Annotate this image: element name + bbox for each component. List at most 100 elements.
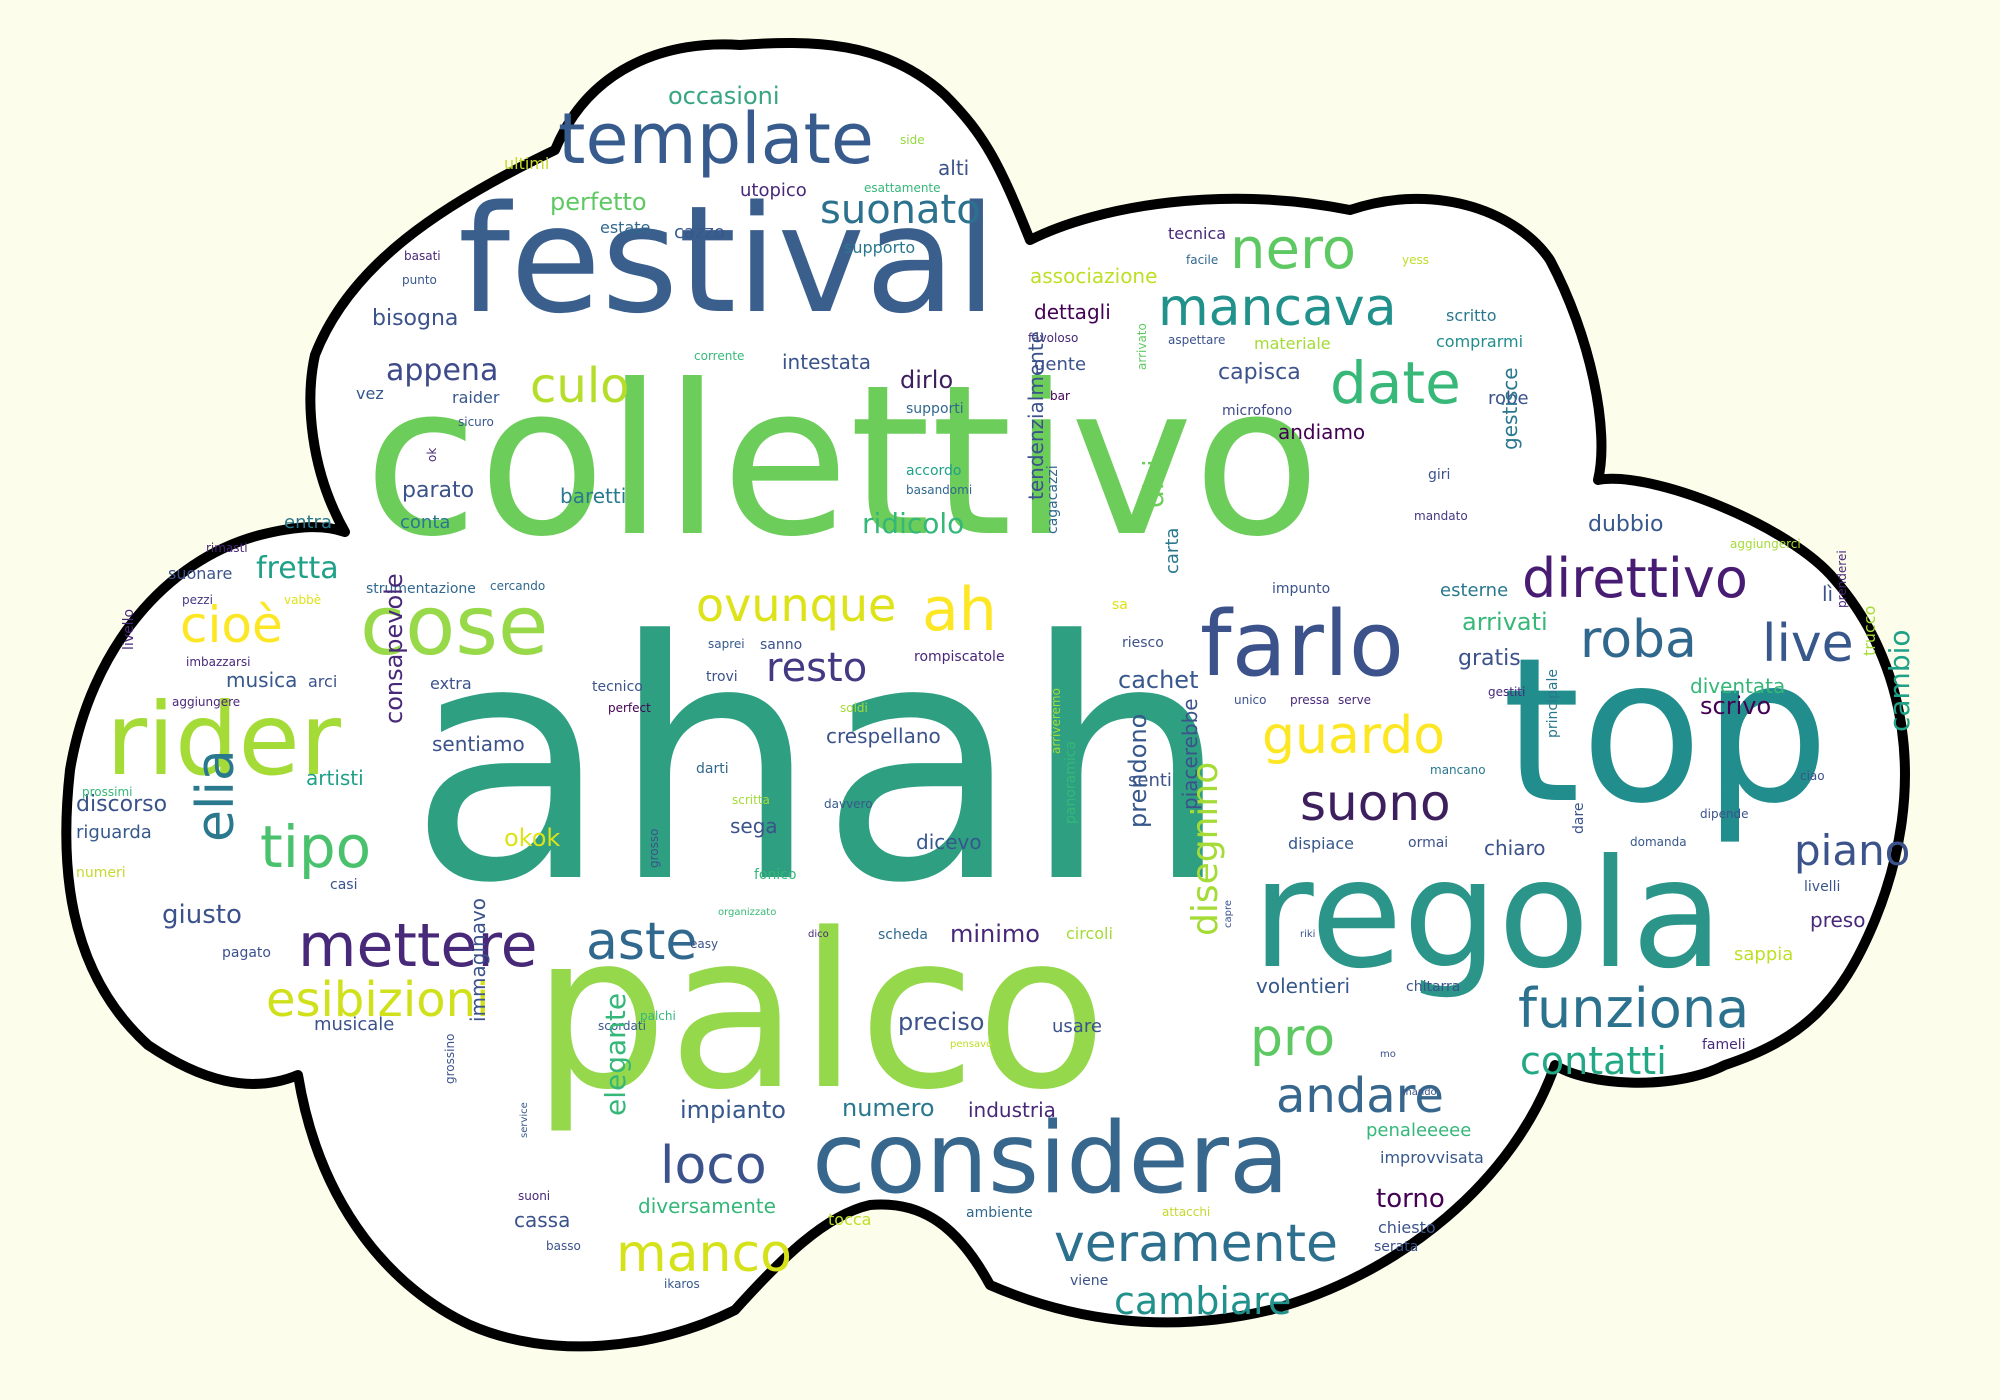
word: palco [532, 888, 1108, 1137]
word: cambio [1883, 629, 1916, 732]
word: vez [356, 384, 384, 403]
word: casi [330, 877, 358, 893]
word: sega [730, 814, 778, 838]
word: easy [690, 937, 719, 951]
word: intestata [782, 350, 871, 374]
word: fameli [1702, 1037, 1746, 1053]
word: ok [425, 447, 439, 462]
word: dicevo [916, 830, 982, 854]
word: side [900, 133, 925, 147]
word: soldi [840, 701, 868, 715]
word: ikaros [664, 1277, 700, 1291]
word: cassa [514, 1208, 571, 1232]
word: basso [546, 1239, 581, 1253]
word: piano [1794, 826, 1911, 875]
word: mancano [1430, 763, 1486, 777]
word: vabbè [284, 593, 322, 607]
word: esterne [1440, 580, 1509, 601]
word: loco [660, 1136, 767, 1196]
word: funziona [1518, 977, 1750, 1040]
word: bar [1050, 389, 1070, 403]
word: prenderei [1835, 550, 1849, 608]
word: circoli [1066, 924, 1113, 943]
word: live [1762, 614, 1854, 674]
word: tipo [260, 813, 372, 881]
word: gente [1034, 354, 1087, 375]
word: top [1502, 615, 1830, 848]
word: chitarra [1406, 979, 1461, 995]
word: riguarda [76, 822, 152, 843]
word: sicuro [458, 415, 494, 429]
word: occasioni [668, 82, 780, 110]
word: aspettare [1168, 333, 1226, 347]
word: trovi [706, 669, 738, 685]
cloud-outline [61, 37, 1910, 1352]
word: contatti [1520, 1039, 1667, 1083]
word: pagato [222, 945, 271, 961]
word: musica [226, 668, 298, 692]
word: supporto [844, 238, 916, 257]
word: serve [1338, 693, 1372, 707]
word: scrivo [1700, 692, 1772, 720]
word: mo [1380, 1049, 1396, 1060]
word: suonato [820, 187, 981, 233]
word: template [558, 98, 874, 180]
word: ridicolo [862, 507, 965, 540]
word: perfetto [550, 188, 647, 216]
word: punto [402, 273, 437, 287]
word: musicale [314, 1014, 395, 1035]
word: suonare [168, 564, 233, 583]
word: pensavo [950, 1039, 993, 1050]
word: chiesto [1378, 1218, 1436, 1237]
word: dico [808, 929, 829, 940]
word: nero [1230, 217, 1356, 282]
word: date [1330, 349, 1461, 417]
word: cachet [1118, 666, 1199, 694]
word: conta [400, 512, 451, 533]
word: giri [1428, 467, 1451, 483]
word: favoloso [1028, 331, 1079, 345]
word: baretti [560, 484, 627, 508]
word: lì [1822, 582, 1834, 606]
word: esattamente [864, 181, 941, 195]
word: cambiare [1114, 1279, 1292, 1323]
word: darti [696, 761, 729, 777]
word: discorso [76, 792, 168, 817]
word: fonico [754, 867, 797, 883]
word: cercando [490, 579, 546, 593]
word: penaleeeee [1366, 1120, 1472, 1141]
word: grossino [443, 1033, 457, 1084]
word: yess [1402, 253, 1429, 267]
word: trucco [1860, 605, 1879, 656]
word: strumentazione [366, 581, 476, 597]
word: pezzi [182, 593, 213, 607]
word: mancava [1158, 278, 1397, 338]
word: riesco [1122, 635, 1164, 651]
word: cagacazzi [1045, 465, 1061, 534]
word: aggiungere [172, 695, 241, 709]
word: guardo [1262, 706, 1446, 766]
word: cose [360, 579, 549, 674]
word: direttivo [1522, 547, 1748, 610]
word: aggiungerci [1730, 537, 1801, 551]
word: gestiti [1488, 685, 1526, 699]
word: organizzato [718, 907, 777, 918]
word: attacchi [1162, 1205, 1211, 1219]
word: regola [1252, 828, 1724, 1002]
word: grosso [647, 828, 661, 868]
word: ambiente [966, 1205, 1033, 1221]
word: sa [1112, 597, 1128, 613]
word: ahah [408, 571, 1231, 955]
word: okok [504, 824, 561, 852]
word: scritta [732, 793, 770, 807]
word: ciao [1800, 769, 1825, 783]
word: arci [308, 672, 338, 691]
word: scritto [1446, 306, 1497, 325]
word: panoramica [1063, 740, 1079, 824]
word: estate [600, 218, 651, 237]
word: prossimi [82, 785, 133, 799]
word: service [519, 1102, 530, 1138]
word: accordo [906, 463, 962, 479]
